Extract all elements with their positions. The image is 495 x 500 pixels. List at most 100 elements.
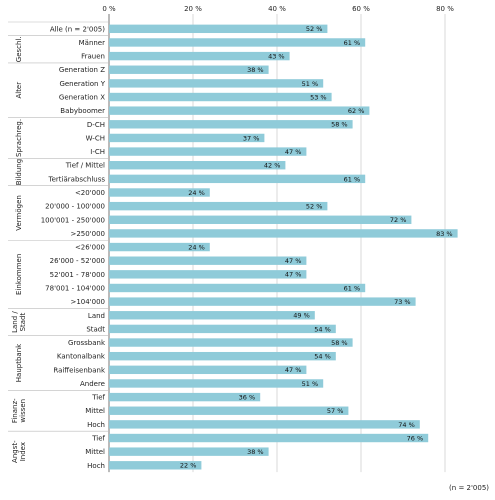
value-label: 49 % [293, 312, 310, 320]
category-label: <26'000 [75, 244, 105, 252]
bar [109, 201, 328, 211]
category-label: Tief / Mittel [65, 162, 105, 170]
group-label: Stadt [19, 312, 27, 331]
bar [109, 297, 416, 306]
category-label: Hoch [87, 421, 105, 429]
value-label: 58 % [331, 339, 348, 347]
value-label: 47 % [285, 271, 302, 279]
bar [109, 270, 307, 279]
bar-rows: Alle (n = 2'005) 52 % Männer 61 % Frauen 43 %… [41, 24, 458, 470]
category-label: I-CH [90, 148, 105, 156]
value-label: 61 % [344, 175, 361, 183]
group-label: Finanz- [11, 398, 19, 423]
category-label: Tief [91, 394, 105, 402]
category-label: D-CH [87, 121, 105, 129]
bar [109, 133, 265, 143]
x-tick-label: 80 % [436, 5, 454, 13]
value-label: 58 % [331, 121, 348, 129]
category-label: Generation X [59, 94, 105, 102]
category-label: <20'000 [75, 189, 105, 197]
sample-size-note: (n = 2'005) [449, 484, 489, 492]
group-label: Vermögen [15, 195, 23, 231]
category-label: Frauen [81, 53, 105, 61]
value-label: 47 % [285, 148, 302, 156]
bar [109, 51, 290, 61]
category-label: Tief [91, 435, 105, 443]
value-label: 73 % [394, 298, 411, 306]
value-label: 83 % [436, 230, 453, 238]
group-label: Einkommen [15, 254, 23, 295]
value-label: 61 % [344, 284, 361, 292]
group-label: Angst- [11, 440, 19, 463]
value-label: 52 % [306, 203, 323, 211]
category-label: Hoch [87, 462, 105, 470]
x-axis-ticks: 0 % 20 % 40 % 60 % 80 % [102, 5, 454, 13]
category-label: Kantonalbank [57, 353, 106, 361]
value-label: 36 % [239, 394, 256, 402]
category-label: Stadt [86, 325, 105, 333]
category-label: 26'000 - 52'000 [50, 257, 105, 265]
group-label: Hauptbank [15, 343, 23, 382]
bar [109, 215, 412, 224]
x-tick-label: 60 % [352, 5, 370, 13]
bar [109, 338, 353, 347]
bar [109, 147, 307, 156]
group-label: Alter [15, 82, 23, 99]
group-label: Sprachreg. [15, 119, 23, 157]
bar [109, 38, 366, 47]
value-label: 24 % [188, 189, 205, 197]
category-label: 20'000 - 100'000 [45, 203, 105, 211]
value-label: 54 % [314, 325, 331, 333]
bar [109, 392, 261, 402]
bar [109, 406, 349, 415]
category-label: Andere [80, 380, 105, 388]
bar [109, 229, 458, 238]
category-label: Generation Y [59, 80, 105, 88]
category-label: Land [88, 312, 105, 320]
bar [109, 461, 202, 470]
bar [109, 256, 307, 265]
bar [109, 283, 366, 293]
category-label: W-CH [86, 134, 105, 142]
bar [109, 242, 210, 252]
value-label: 57 % [327, 407, 344, 415]
bar [109, 79, 324, 88]
value-label: 76 % [407, 434, 424, 442]
x-tick-label: 0 % [102, 5, 116, 13]
category-label: 78'001 - 104'000 [45, 284, 105, 292]
bar [109, 379, 324, 388]
value-label: 22 % [180, 462, 197, 470]
value-label: 38 % [247, 66, 264, 74]
category-label: >104'000 [70, 298, 105, 306]
category-label: Mittel [85, 448, 105, 456]
bar [109, 24, 328, 34]
value-label: 62 % [348, 107, 365, 115]
bar [109, 433, 429, 443]
group-label: Index [19, 442, 27, 461]
bar [109, 106, 370, 115]
value-label: 51 % [302, 80, 319, 88]
group-label: wissen [19, 399, 27, 423]
value-label: 43 % [268, 53, 285, 61]
value-label: 53 % [310, 93, 327, 101]
category-label: Babyboomer [60, 107, 105, 115]
bar [109, 420, 420, 429]
value-label: 61 % [344, 39, 361, 47]
category-label: Raiffeisenbank [53, 366, 106, 374]
value-label: 38 % [247, 448, 264, 456]
value-label: 47 % [285, 257, 302, 265]
category-label: 100'001 - 250'000 [41, 216, 105, 224]
value-label: 52 % [306, 25, 323, 33]
bar [109, 65, 269, 74]
category-label: Alle (n = 2'005) [50, 25, 105, 33]
group-label: Land / [11, 311, 19, 333]
group-label: Bildung [15, 159, 23, 185]
value-label: 47 % [285, 366, 302, 374]
bar [109, 120, 353, 129]
value-label: 51 % [302, 380, 319, 388]
bar [109, 174, 366, 184]
bar [109, 447, 269, 456]
category-label: >250'000 [70, 230, 105, 238]
bar [109, 324, 336, 334]
group-labels: Geschl. Alter Sprachreg. Bildung Vermögen Ein… [8, 35, 109, 463]
